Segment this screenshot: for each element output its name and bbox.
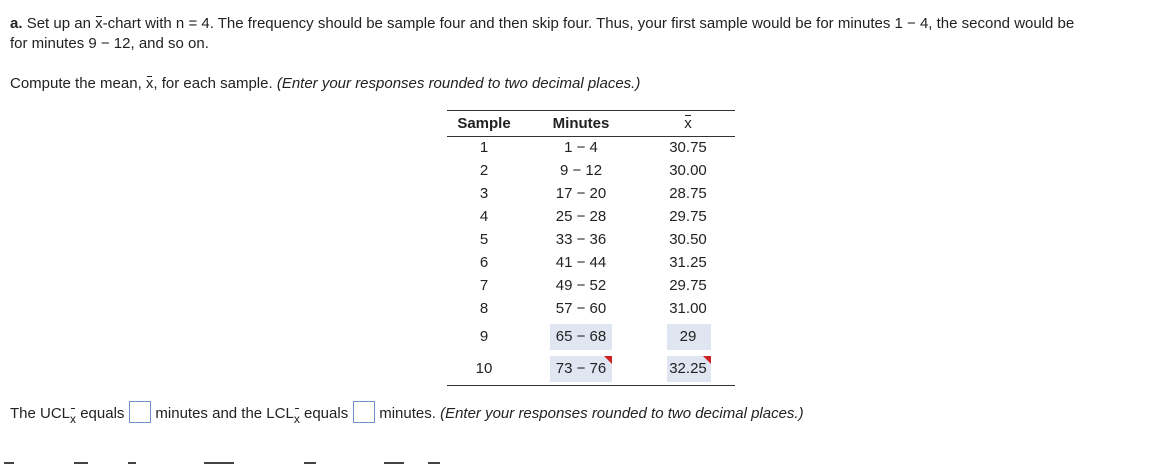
cell-minutes[interactable]: 73 − 76 — [555, 360, 607, 377]
table-body: 1 1 − 4 30.75 2 9 − 12 30.00 3 17 − 20 28.75 4 25 … — [447, 137, 735, 385]
cell-xbar: 29.75 — [669, 208, 707, 225]
cell-sample: 9 — [479, 328, 489, 345]
cell-xbar[interactable]: 32.25 — [669, 360, 707, 377]
cell-sample: 4 — [479, 208, 489, 225]
compute-text-b: , for each sample. — [153, 75, 273, 92]
table-header: Sample Minutes x — [447, 111, 735, 137]
table-row: 7 49 − 52 29.75 — [447, 275, 735, 298]
cell-xbar: 30.50 — [669, 231, 707, 248]
table-row: 1 1 − 4 30.75 — [447, 137, 735, 160]
part-label: a. — [10, 15, 23, 32]
lcl-text: minutes and the LCL — [155, 405, 294, 422]
answer-highlight-minutes — [550, 324, 612, 350]
cell-sample: 6 — [479, 254, 489, 271]
table-row: 2 9 − 12 30.00 — [447, 160, 735, 183]
cell-sample: 5 — [479, 231, 489, 248]
cell-minutes: 49 − 52 — [555, 277, 607, 294]
x-bar-symbol: x — [145, 75, 154, 92]
cell-xbar: 31.00 — [669, 300, 707, 317]
cutoff-text-line — [4, 462, 464, 476]
lcl-subscript: x — [294, 406, 300, 432]
intro-text-line2: for minutes 9 − 12, and so on. — [10, 35, 209, 52]
ucl-subscript: x — [70, 406, 76, 432]
rounding-instruction: (Enter your responses rounded to two dec… — [276, 75, 641, 92]
table-row: 10 73 − 76 32.25 — [447, 353, 735, 385]
header-minutes: Minutes — [552, 115, 610, 132]
answer-highlight-xbar — [667, 324, 711, 350]
cell-xbar: 30.75 — [669, 139, 707, 156]
cell-xbar: 31.25 — [669, 254, 707, 271]
x-bar-symbol: x — [95, 15, 103, 32]
lcl-input[interactable] — [353, 401, 376, 424]
intro-text-a: Set up an — [26, 15, 91, 32]
limits-rounding-instruction: (Enter your responses rounded to two dec… — [440, 405, 804, 422]
cell-sample: 7 — [479, 277, 489, 294]
cell-sample: 10 — [475, 360, 493, 377]
table-row: 9 65 − 68 29 — [447, 321, 735, 353]
incorrect-flag-icon — [604, 356, 612, 364]
cell-sample: 2 — [479, 162, 489, 179]
cell-xbar[interactable]: 29 — [679, 328, 697, 345]
header-sample: Sample — [457, 115, 511, 132]
table-row: 6 41 − 44 31.25 — [447, 252, 735, 275]
cell-sample: 8 — [479, 300, 489, 317]
lcl-equals: equals — [304, 405, 349, 422]
cell-minutes: 33 − 36 — [555, 231, 607, 248]
control-limits-sentence: The UCLx equals minutes and the LCLx equa… — [10, 401, 804, 427]
cell-xbar: 30.00 — [669, 162, 707, 179]
compute-text-a: Compute the mean, — [10, 75, 142, 92]
cell-minutes[interactable]: 65 − 68 — [555, 328, 607, 345]
cell-minutes: 17 − 20 — [555, 185, 607, 202]
cell-minutes: 41 − 44 — [555, 254, 607, 271]
cell-xbar: 28.75 — [669, 185, 707, 202]
cell-minutes: 57 − 60 — [555, 300, 607, 317]
problem-intro: a. Set up an x-chart with n = 4. The fre… — [10, 14, 1074, 54]
ucl-text: The UCL — [10, 405, 71, 422]
sample-means-table: Sample Minutes x 1 1 − 4 30.75 2 9 − 12 30.00… — [447, 110, 735, 386]
compute-instruction: Compute the mean, x, for each sample. (E… — [10, 74, 640, 94]
ucl-input[interactable] — [129, 401, 152, 424]
table-row: 5 33 − 36 30.50 — [447, 229, 735, 252]
minutes-text: minutes. — [379, 405, 436, 422]
ucl-equals: equals — [80, 405, 125, 422]
cell-minutes: 1 − 4 — [564, 139, 598, 156]
cell-minutes: 9 − 12 — [559, 162, 603, 179]
intro-text-b: -chart with n = 4. The frequency should … — [102, 15, 1075, 32]
table-row: 3 17 − 20 28.75 — [447, 183, 735, 206]
table-row: 4 25 − 28 29.75 — [447, 206, 735, 229]
cell-xbar: 29.75 — [669, 277, 707, 294]
cell-minutes: 25 − 28 — [555, 208, 607, 225]
table-row: 8 57 − 60 31.00 — [447, 298, 735, 321]
header-xbar: x — [661, 113, 715, 135]
cell-sample: 3 — [479, 185, 489, 202]
incorrect-flag-icon — [703, 356, 711, 364]
answer-highlight-minutes — [550, 356, 612, 382]
cell-sample: 1 — [479, 139, 489, 156]
